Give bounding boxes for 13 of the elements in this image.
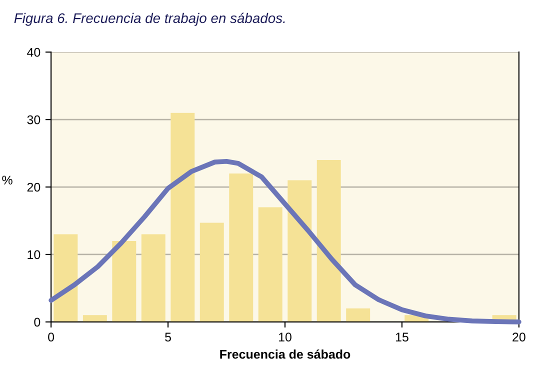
y-axis-title: % xyxy=(2,176,12,184)
x-tick-label: 0 xyxy=(48,332,54,342)
y-tick-label: 0 xyxy=(34,318,40,327)
y-tick-label: 10 xyxy=(28,250,40,260)
x-tick-label: 10 xyxy=(278,332,292,342)
x-axis-title: Frecuencia de sábado xyxy=(220,349,350,359)
chart-title: Figura 6. Frecuencia de trabajo en sábados. xyxy=(14,12,285,26)
x-tick-label: 20 xyxy=(512,332,526,342)
x-tick-label: 15 xyxy=(396,332,408,342)
y-tick-label: 20 xyxy=(27,182,40,192)
y-tick-label: 40 xyxy=(27,48,40,57)
x-tick-label: 5 xyxy=(165,332,171,342)
y-tick-label: 30 xyxy=(27,115,40,124)
